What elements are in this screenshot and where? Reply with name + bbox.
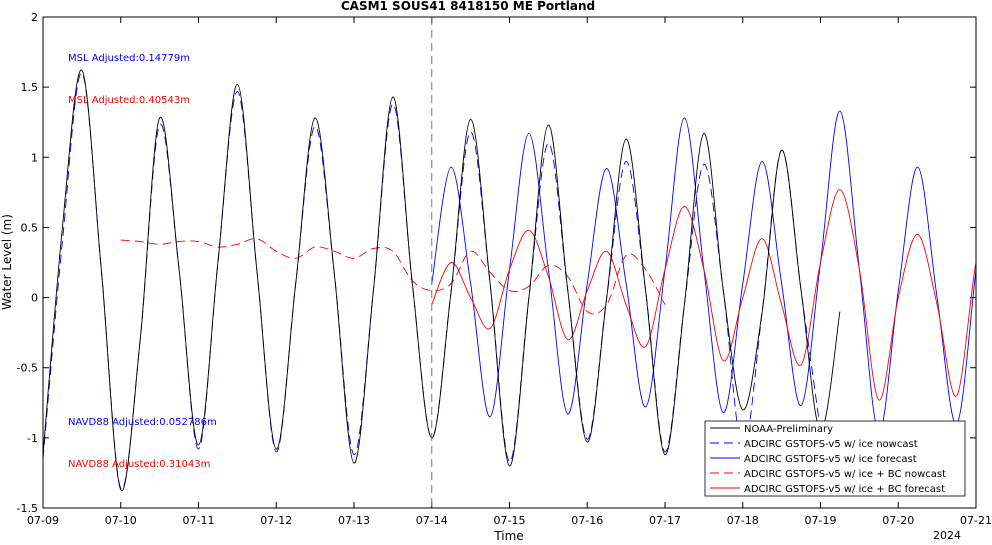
x-tick-label: 07-14: [416, 514, 448, 527]
x-tick-label: 07-17: [649, 514, 681, 527]
x-tick-label: 07-10: [105, 514, 137, 527]
legend-label: ADCIRC GSTOFS-v5 w/ ice + BC nowcast: [744, 469, 946, 480]
y-tick-label: 0: [31, 292, 38, 305]
series-line-5: [431, 189, 976, 401]
x-tick-label: 07-15: [494, 514, 526, 527]
legend-label: ADCIRC GSTOFS-v5 w/ ice forecast: [744, 454, 917, 465]
x-tick-label: 07-13: [338, 514, 370, 527]
x-year-label: 2024: [933, 529, 961, 541]
y-axis-label: Water Level (m): [0, 214, 14, 310]
plot-frame: [42, 16, 977, 509]
x-axis-label: Time: [493, 529, 523, 541]
annotation-msl-red: MSL Adjusted:0.40543m: [68, 95, 190, 106]
series-line-3: [431, 110, 976, 433]
x-tick-label: 07-18: [727, 514, 759, 527]
legend-box: [704, 420, 966, 497]
x-tick-label: 07-12: [260, 514, 292, 527]
y-tick-label: -0.5: [17, 362, 38, 375]
chart-title: CASM1 SOUS41 8418150 ME Portland: [341, 0, 595, 13]
x-tick-label: 07-20: [882, 514, 914, 527]
annotation-msl-blue: MSL Adjusted:0.14779m: [68, 53, 190, 64]
y-axis: -1.5 -1 -0.5 0 0.5 1 1.5 2: [17, 11, 976, 515]
y-tick-label: 2: [31, 11, 38, 24]
x-tick-label: 07-21: [960, 514, 992, 527]
annotation-navd88-blue: NAVD88 Adjusted:0.052786m: [68, 417, 217, 428]
legend-label: ADCIRC GSTOFS-v5 w/ ice + BC forecast: [744, 484, 945, 495]
y-tick-label: -1.5: [17, 502, 38, 515]
y-tick-label: 1: [31, 151, 38, 164]
x-tick-label: 07-16: [571, 514, 603, 527]
x-tick-label: 07-11: [183, 514, 215, 527]
y-tick-label: 0.5: [21, 221, 39, 234]
legend-label: ADCIRC GSTOFS-v5 w/ ice nowcast: [744, 439, 918, 450]
series-line-1: [43, 69, 841, 492]
y-tick-label: 1.5: [21, 81, 39, 94]
legend-label: NOAA-Preliminary: [744, 424, 833, 435]
series-layer: [43, 69, 976, 492]
y-tick-label: -1: [27, 432, 38, 445]
series-line-4: [120, 238, 666, 315]
x-tick-label: 07-09: [27, 514, 59, 527]
annotation-navd88-red: NAVD88 Adjusted:0.31043m: [68, 459, 210, 470]
x-axis: 07-09 07-10 07-11 07-12 07-13 07-14 07-15 07-16…: [27, 17, 992, 527]
legend: NOAA-Preliminary ADCIRC GSTOFS-v5 w/ ice …: [704, 420, 966, 497]
x-tick-label: 07-19: [805, 514, 837, 527]
